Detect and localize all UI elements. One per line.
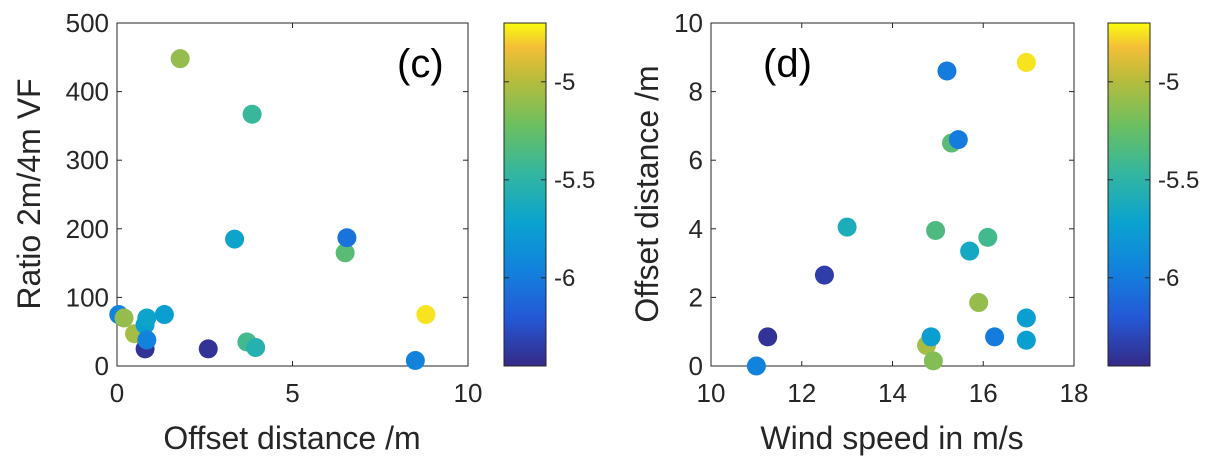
x-tick-label: 0 [110, 378, 124, 408]
scatter-point [948, 130, 968, 150]
scatter-point [335, 243, 355, 263]
y-axis-label-d: Offset distance /m [629, 65, 665, 322]
scatter-point [170, 49, 190, 69]
y-tick-label: 300 [66, 145, 109, 175]
panel-label-c: (c) [397, 42, 444, 86]
scatter-point [1016, 52, 1036, 72]
colorbar-ticks-c: -6 -5.5 -5 [504, 69, 595, 292]
scatter-point [921, 327, 941, 347]
scatter-point [923, 351, 943, 371]
points-c [109, 49, 436, 371]
scatter-point [405, 351, 425, 371]
scatter-point [1016, 330, 1036, 350]
scatter-point [114, 308, 134, 328]
scatter-point [814, 265, 834, 285]
y-tick-label: 2 [689, 282, 703, 312]
plot-area-d [710, 22, 1075, 367]
y-tick-label: 200 [66, 214, 109, 244]
colorbar-d [1107, 22, 1151, 367]
scatter-point [926, 221, 946, 241]
scatter-point [154, 305, 174, 325]
scatter-point [198, 339, 218, 359]
x-tick-label: 10 [454, 378, 483, 408]
colorbar-tick-label: -5.5 [554, 167, 595, 194]
scatter-point [246, 337, 266, 357]
scatter-point [969, 293, 989, 313]
scatter-point [837, 217, 857, 237]
scatter-point [225, 229, 245, 249]
scatter-point [937, 61, 957, 81]
colorbar-c [503, 22, 547, 367]
y-tick-label: 0 [95, 351, 109, 381]
panel-label-d: (d) [763, 42, 812, 86]
scatter-point [758, 327, 778, 347]
scatter-point [416, 305, 436, 325]
y-tick-label: 6 [689, 145, 703, 175]
ticks-d: 10 12 14 16 18 0 2 4 6 8 10 [674, 8, 1088, 408]
points-d [746, 52, 1036, 376]
scatter-point [242, 104, 262, 124]
y-tick-label: 500 [66, 8, 109, 38]
scatter-point [746, 356, 766, 376]
x-tick-label: 16 [969, 378, 998, 408]
x-tick-label: 10 [697, 378, 726, 408]
plot-area-c [116, 22, 469, 367]
x-tick-label: 14 [878, 378, 907, 408]
y-tick-label: 100 [66, 282, 109, 312]
colorbar-ticks-d: -6 -5.5 -5 [1108, 69, 1199, 292]
colorbar-tick-label: -5 [1158, 69, 1179, 96]
colorbar-tick-label: -6 [1158, 265, 1179, 292]
y-tick-label: 0 [689, 351, 703, 381]
y-tick-label: 4 [689, 214, 703, 244]
scatter-point [978, 227, 998, 247]
colorbar-tick-label: -5 [554, 69, 575, 96]
colorbar-tick-label: -5.5 [1158, 167, 1199, 194]
x-axis-label-c: Offset distance /m [163, 420, 420, 456]
scatter-point [1016, 308, 1036, 328]
colorbar-tick-label: -6 [554, 265, 575, 292]
scatter-point [337, 228, 357, 248]
y-tick-label: 400 [66, 77, 109, 107]
scatter-point [960, 241, 980, 261]
x-axis-label-d: Wind speed in m/s [760, 420, 1023, 456]
x-tick-label: 5 [285, 378, 299, 408]
y-tick-label: 8 [689, 77, 703, 107]
x-tick-label: 12 [787, 378, 816, 408]
y-tick-label: 10 [674, 8, 703, 38]
scatter-point [137, 308, 157, 328]
scatter-point [137, 330, 157, 350]
y-axis-label-c: Ratio 2m/4m VF [11, 78, 47, 309]
scatter-point [985, 327, 1005, 347]
x-tick-label: 18 [1060, 378, 1089, 408]
